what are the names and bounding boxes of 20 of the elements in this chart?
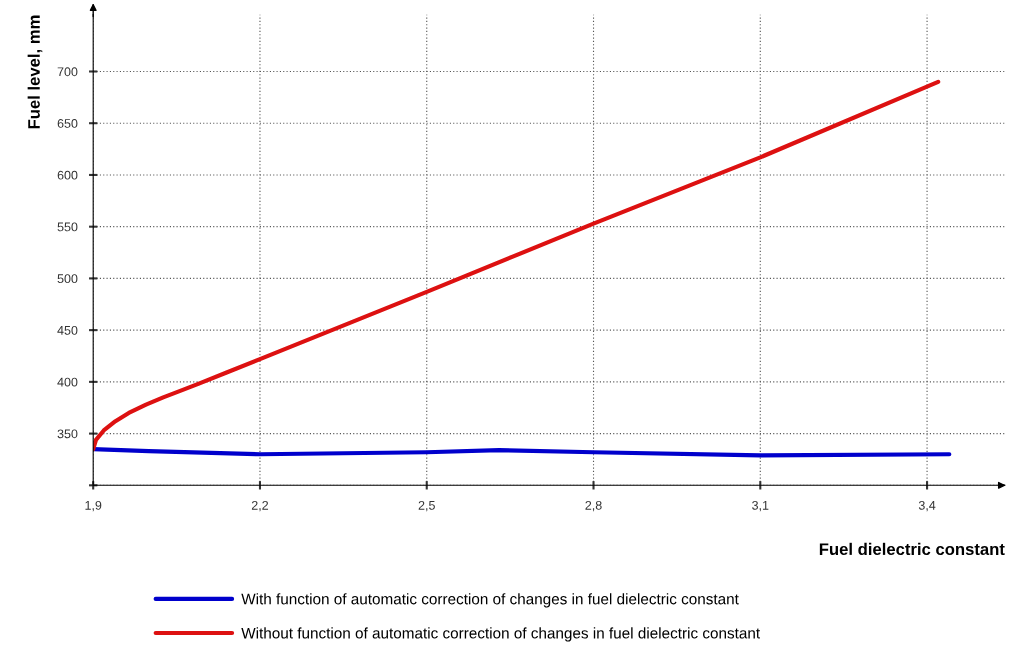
x-tick-label: 2,2 [251,500,269,512]
y-tick-label: 350 [57,429,78,439]
y-axis-title: Fuel level, mm [27,15,43,129]
y-tick-label: 500 [57,274,78,284]
y-tick-label: 600 [57,170,78,180]
x-axis-title: Fuel dielectric constant [819,542,1005,556]
line-series [93,79,941,452]
y-tick-label: 450 [57,325,78,335]
x-tick-label: 1,9 [85,500,102,512]
legend-label: Without function of automatic correction of changes in fuel dielectric constant [241,627,760,642]
x-tick-label: 2,5 [418,500,435,512]
x-tick-label: 2,8 [585,500,602,512]
legend-label: With function of automatic correction of changes in fuel dielectric constant [241,593,739,608]
y-tick-label: 700 [57,67,78,77]
line-series [93,447,952,458]
x-tick-label: 3,4 [918,500,936,512]
y-tick-label: 550 [57,222,78,232]
x-tick-label: 3,1 [752,500,769,512]
y-tick-label: 650 [57,119,78,128]
y-tick-label: 400 [57,377,78,387]
